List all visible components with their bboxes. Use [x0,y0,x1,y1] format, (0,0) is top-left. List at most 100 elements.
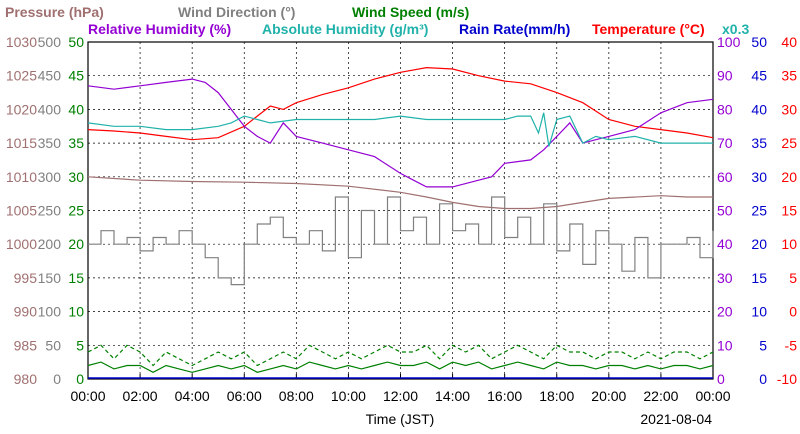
y-tick-label-pressure: 1025 [6,68,37,84]
y-tick-label-relative_humidity: 70 [717,135,733,151]
legend-entry: Absolute Humidity (g/m³) [262,21,428,37]
y-tick-label-relative_humidity: 80 [717,101,733,117]
y-tick-label-wind_speed: 35 [68,135,84,151]
legend-entry: Temperature (°C) [592,21,705,37]
y-tick-label-wind_direction: 400 [38,101,62,117]
x-tick-label: 10:00 [331,388,366,404]
series-line-pressure-hpa [87,176,713,210]
y-tick-label-wind_direction: 200 [38,236,62,252]
y-tick-label-pressure: 1005 [6,203,37,219]
x-tick-label: 00:00 [70,388,105,404]
y-tick-label-wind_speed: 15 [68,270,84,286]
y-tick-label-wind_speed: 50 [68,34,84,50]
y-tick-label-pressure: 1010 [6,169,37,185]
y-tick-label-temperature: 35 [781,68,797,84]
y-tick-label-relative_humidity: 100 [717,34,741,50]
series-line-absolute-humidity-g-m [87,112,713,147]
y-tick-label-rain_rate: 25 [751,203,767,219]
y-tick-label-rain_rate: 15 [751,270,767,286]
x-axis-label: Time (JST) [366,411,435,427]
x-tick-label: 00:00 [695,388,730,404]
y-tick-label-temperature: 5 [789,270,797,286]
y-tick-label-rain_rate: 45 [751,68,767,84]
x-tick-label: 12:00 [383,388,418,404]
y-tick-label-pressure: 995 [14,270,38,286]
y-tick-label-rain_rate: 20 [751,236,767,252]
y-tick-label-relative_humidity: 0 [717,371,725,387]
y-tick-label-rain_rate: 5 [759,337,767,353]
axes-layer: 1030102510201015101010051000995990985980… [6,34,797,404]
y-tick-label-temperature: 10 [781,236,797,252]
y-tick-label-relative_humidity: 90 [717,68,733,84]
y-tick-label-wind_direction: 0 [53,371,61,387]
legend-entry: Relative Humidity (%) [88,21,231,37]
y-tick-label-wind_speed: 25 [68,203,84,219]
x-tick-label: 14:00 [435,388,470,404]
y-tick-label-wind_direction: 150 [38,270,62,286]
y-tick-label-wind_speed: 5 [76,337,84,353]
x-tick-label: 02:00 [123,388,158,404]
y-tick-label-relative_humidity: 60 [717,169,733,185]
y-tick-label-wind_speed: 45 [68,68,84,84]
y-tick-label-wind_speed: 0 [76,371,84,387]
y-tick-label-relative_humidity: 40 [717,236,733,252]
y-tick-label-rain_rate: 10 [751,304,767,320]
y-tick-label-wind_direction: 500 [38,34,62,50]
y-tick-label-pressure: 985 [14,337,38,353]
legend-entry: Wind Direction (°) [178,4,295,20]
y-tick-label-wind_direction: 250 [38,203,62,219]
y-tick-label-temperature: 15 [781,203,797,219]
y-tick-label-wind_speed: 20 [68,236,84,252]
x-tick-label: 08:00 [279,388,314,404]
x-tick-label: 18:00 [539,388,574,404]
x-tick-label: 06:00 [227,388,262,404]
series-line-temperature-c [87,66,714,141]
series-layer [87,66,714,373]
x-tick-label: 04:00 [175,388,210,404]
y-tick-label-wind_direction: 300 [38,169,62,185]
y-tick-label-rain_rate: 30 [751,169,767,185]
x-tick-label: 20:00 [591,388,626,404]
y-tick-label-wind_direction: 50 [45,337,61,353]
series-line-wind-speed-m-s-solid [87,361,714,373]
x-tick-label: 16:00 [487,388,522,404]
legend-entry: Pressure (hPa) [5,4,104,20]
y-tick-label-temperature: 40 [781,34,797,50]
y-tick-label-relative_humidity: 10 [717,337,733,353]
series-line-relative-humidity [87,78,714,188]
y-tick-label-pressure: 1030 [6,34,37,50]
y-tick-label-relative_humidity: 50 [717,203,733,219]
legend-entry: Wind Speed (m/s) [352,4,469,20]
y-tick-label-pressure: 1015 [6,135,37,151]
y-tick-label-wind_direction: 100 [38,304,62,320]
y-tick-label-temperature: 20 [781,169,797,185]
y-tick-label-pressure: 1020 [6,101,37,117]
y-tick-label-pressure: 1000 [6,236,37,252]
legend: Pressure (hPa) Wind Direction (°) Wind Spe… [5,4,749,37]
chart-date: 2021-08-04 [640,411,712,427]
y-tick-label-rain_rate: 0 [759,371,767,387]
x-tick-label: 22:00 [643,388,678,404]
y-tick-label-temperature: 0 [789,304,797,320]
y-tick-label-relative_humidity: 20 [717,304,733,320]
y-tick-label-wind_speed: 10 [68,304,84,320]
legend-entry: Rain Rate(mm/h) [459,21,570,37]
y-tick-label-wind_speed: 40 [68,101,84,117]
y-tick-label-wind_direction: 450 [38,68,62,84]
y-tick-label-temperature: -10 [777,371,797,387]
legend-entry: x0.3 [722,21,749,37]
y-tick-label-temperature: 25 [781,135,797,151]
y-tick-label-temperature: 30 [781,101,797,117]
y-tick-label-rain_rate: 40 [751,101,767,117]
y-tick-label-temperature: -5 [785,337,798,353]
y-tick-label-wind_speed: 30 [68,169,84,185]
y-tick-label-pressure: 980 [14,371,38,387]
series-line-wind-direction-step [88,196,714,286]
y-tick-label-rain_rate: 50 [751,34,767,50]
series-line-wind-speed-m-s-dashed [87,344,714,367]
y-tick-label-rain_rate: 35 [751,135,767,151]
y-tick-label-pressure: 990 [14,304,38,320]
y-tick-label-relative_humidity: 30 [717,270,733,286]
y-tick-label-wind_direction: 350 [38,135,62,151]
